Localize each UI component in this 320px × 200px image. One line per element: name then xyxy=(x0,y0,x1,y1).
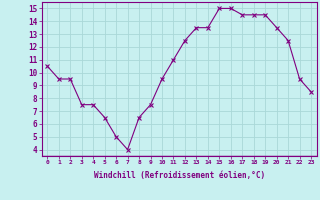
X-axis label: Windchill (Refroidissement éolien,°C): Windchill (Refroidissement éolien,°C) xyxy=(94,171,265,180)
